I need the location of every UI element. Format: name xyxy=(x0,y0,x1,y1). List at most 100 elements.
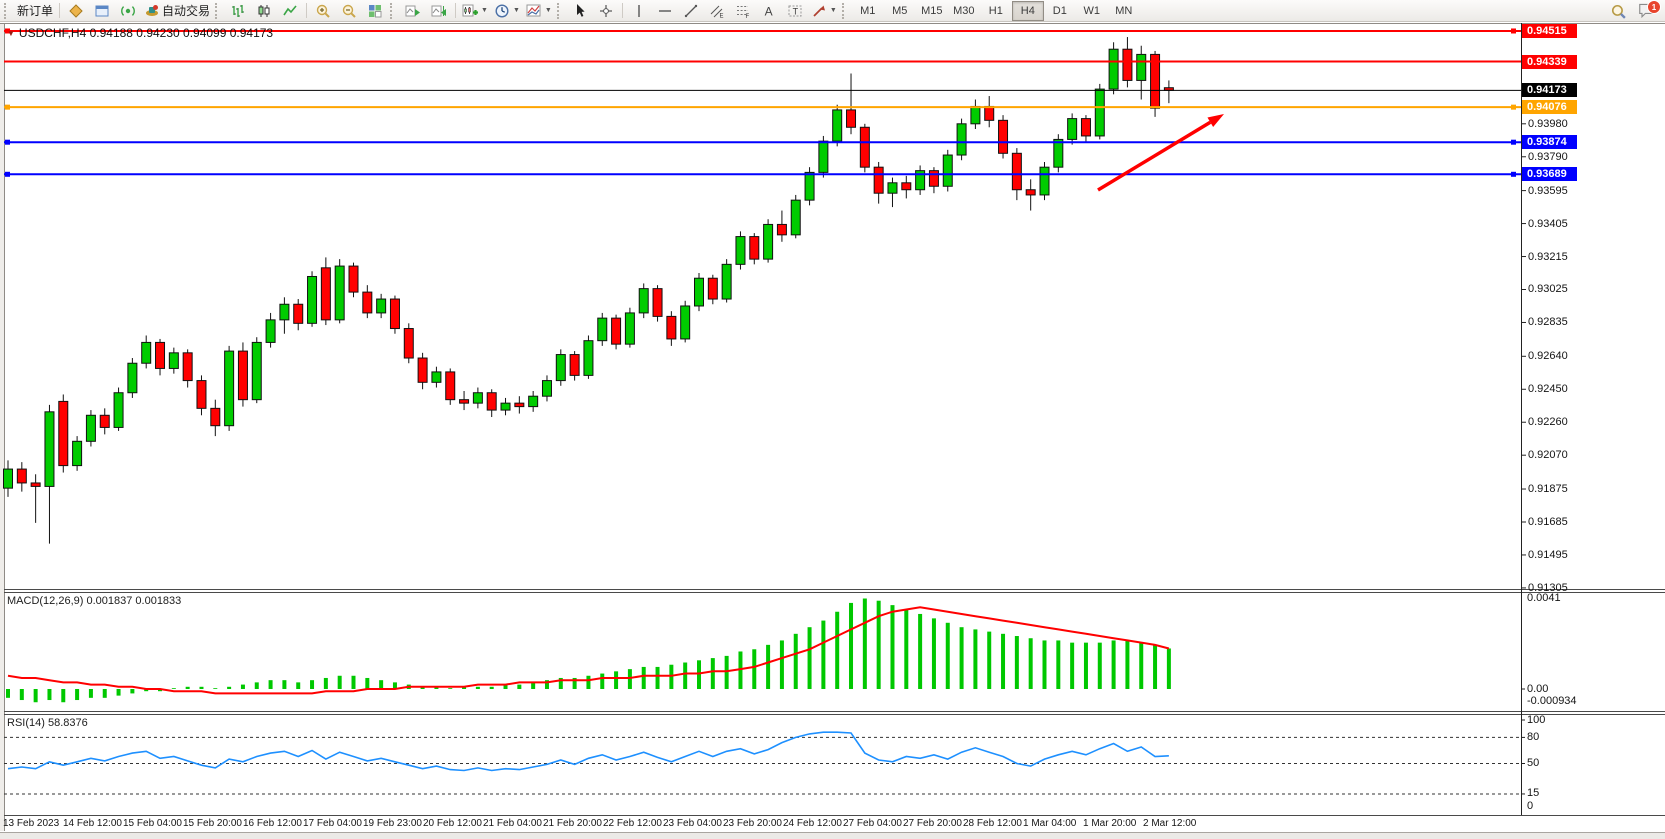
date-label: 13 Feb 2023 xyxy=(3,818,60,829)
indicator-axis-label: 0.00 xyxy=(1527,683,1549,695)
zoom-out-button[interactable] xyxy=(336,0,362,22)
bar-chart-icon xyxy=(232,4,245,17)
auto-scroll-button[interactable] xyxy=(400,0,426,22)
price-badge-0.94339: 0.94339 xyxy=(1522,54,1577,69)
chevron-down-icon: ▼ xyxy=(481,7,488,14)
date-label: 16 Feb 12:00 xyxy=(243,818,302,829)
toolbar-grip[interactable] xyxy=(390,2,397,19)
price-badge-0.94515: 0.94515 xyxy=(1522,23,1577,38)
date-label: 22 Feb 12:00 xyxy=(603,818,662,829)
templates-icon xyxy=(526,4,541,16)
level-lines-layer[interactable] xyxy=(4,28,1521,177)
toolbar-grip[interactable] xyxy=(841,2,849,19)
indicator-axis-label: 15 xyxy=(1527,787,1540,799)
tile-windows-button[interactable] xyxy=(362,0,388,22)
horizontal-line-icon xyxy=(658,9,671,12)
indicator-axis-label: 80 xyxy=(1527,731,1540,743)
cursor-button[interactable] xyxy=(567,0,593,22)
svg-text:E: E xyxy=(719,13,723,19)
toolbar-grip[interactable] xyxy=(4,2,11,19)
price-tick-label: 0.93025 xyxy=(1528,283,1568,296)
new-order-label: 新订单 xyxy=(17,4,54,18)
macd-panel[interactable] xyxy=(6,598,1171,703)
notification-badge: 1 xyxy=(1647,0,1661,14)
terminal-icon xyxy=(95,5,109,16)
chat-button[interactable]: 1 xyxy=(1637,0,1661,21)
price-tick-label: 0.92835 xyxy=(1528,316,1568,329)
chart-shift-button[interactable] xyxy=(426,0,452,22)
search-button[interactable] xyxy=(1605,0,1631,22)
toolbar-separator xyxy=(306,3,308,18)
timeframe-button-D1[interactable]: D1 xyxy=(1052,4,1067,17)
profiles-button[interactable] xyxy=(63,0,89,22)
date-label: 17 Feb 04:00 xyxy=(303,818,362,829)
auto-scroll-icon xyxy=(405,5,421,16)
toolbar-grip[interactable] xyxy=(556,2,564,19)
tile-windows-icon xyxy=(369,4,382,17)
toolbar-separator xyxy=(59,3,61,18)
arrow-shapes-button[interactable]: ▼ xyxy=(808,0,840,22)
price-badge-0.93689: 0.93689 xyxy=(1522,167,1577,182)
toolbar-grip[interactable] xyxy=(215,2,222,19)
zoom-out-icon xyxy=(342,4,356,18)
chart-title-text: USDCHF,H4 0.94188 0.94230 0.94099 0.9417… xyxy=(18,26,274,40)
candlestick-chart-button[interactable] xyxy=(251,0,277,22)
panel-borders xyxy=(0,23,1665,831)
text-button[interactable]: A xyxy=(756,0,782,22)
crosshair-button[interactable] xyxy=(593,0,619,22)
date-label: 19 Feb 23:00 xyxy=(363,818,422,829)
new-chart-icon xyxy=(462,4,479,16)
timeframe-button-MN[interactable]: MN xyxy=(1115,4,1133,17)
new-order-button[interactable]: 新订单 xyxy=(14,0,56,22)
candles-layer[interactable] xyxy=(3,37,1174,544)
fibonacci-button[interactable]: F xyxy=(730,0,756,22)
horizontal-line-button[interactable] xyxy=(652,0,678,22)
date-label: 1 Mar 04:00 xyxy=(1023,818,1077,829)
price-tick-label: 0.93215 xyxy=(1528,250,1568,263)
date-label: 27 Feb 04:00 xyxy=(843,818,902,829)
rsi-line xyxy=(7,731,1169,772)
trend-arrow[interactable] xyxy=(1097,114,1224,192)
signal-button[interactable] xyxy=(115,0,141,22)
chart-title: ▼ USDCHF,H4 0.94188 0.94230 0.94099 0.941… xyxy=(7,26,273,40)
window-left-edge xyxy=(0,23,4,831)
terminal-button[interactable] xyxy=(89,0,115,22)
profiles-icon xyxy=(69,3,83,18)
periods-button[interactable]: ▼ xyxy=(491,0,523,22)
equidistant-channel-button[interactable]: E xyxy=(704,0,730,22)
svg-text:F: F xyxy=(745,14,749,19)
price-tick-label: 0.92640 xyxy=(1528,350,1568,363)
line-chart-button[interactable] xyxy=(277,0,303,22)
svg-text:A: A xyxy=(764,4,772,18)
bar-chart-button[interactable] xyxy=(225,0,251,22)
timeframe-button-M30[interactable]: M30 xyxy=(953,4,975,17)
price-tick-label: 0.91685 xyxy=(1528,515,1568,528)
new-chart-button[interactable]: ▼ xyxy=(459,0,491,22)
text-label-icon: T xyxy=(788,5,802,16)
zoom-in-button[interactable] xyxy=(310,0,336,22)
price-badge-0.94173: 0.94173 xyxy=(1522,83,1577,98)
rsi-panel[interactable] xyxy=(4,731,1521,795)
timeframe-button-H4[interactable]: H4 xyxy=(1011,0,1044,21)
text-label-button[interactable]: T xyxy=(782,0,808,22)
auto-trading-button[interactable]: 自动交易 xyxy=(141,0,213,22)
price-tick-label: 0.91875 xyxy=(1528,483,1568,496)
timeframe-button-M1[interactable]: M1 xyxy=(860,4,876,17)
trendline-button[interactable] xyxy=(678,0,704,22)
timeframe-button-M15[interactable]: M15 xyxy=(921,4,943,17)
timeframe-button-W1[interactable]: W1 xyxy=(1083,4,1101,17)
indicator-axis-label: 50 xyxy=(1527,757,1540,769)
toolbar-right: 1 xyxy=(1605,0,1661,22)
zoom-in-icon xyxy=(316,4,330,18)
timeframe-button-M5[interactable]: M5 xyxy=(892,4,908,17)
price-badge-0.93874: 0.93874 xyxy=(1522,135,1577,150)
price-tick-label: 0.93405 xyxy=(1528,217,1568,230)
price-tick-label: 0.93790 xyxy=(1528,150,1568,163)
vertical-line-button[interactable] xyxy=(626,0,652,22)
templates-button[interactable]: ▼ xyxy=(523,0,555,22)
line-chart-icon xyxy=(283,4,297,15)
macd-signal-line xyxy=(7,606,1170,695)
fibonacci-icon: F xyxy=(736,5,749,19)
timeframe-button-H1[interactable]: H1 xyxy=(988,4,1003,17)
